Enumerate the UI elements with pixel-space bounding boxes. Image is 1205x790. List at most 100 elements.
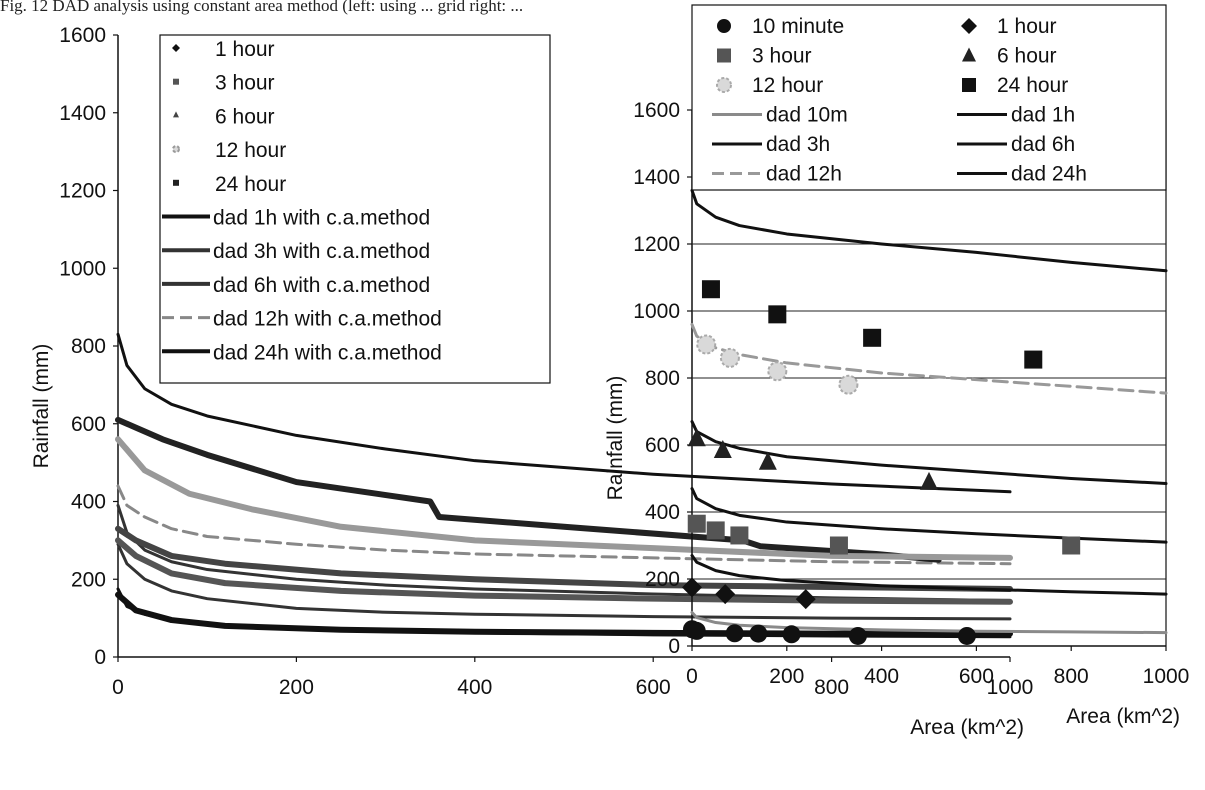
legend-left-label: 3 hour [215,72,275,95]
y-tick-label: 1400 [59,102,106,125]
point-10-minute [782,625,801,644]
legend-left-label: 1 hour [215,38,275,61]
y-tick-label: 0 [94,646,106,669]
x-tick-label: 0 [112,676,124,699]
point-12-hour [767,361,788,382]
legend-right-marker [961,18,977,34]
y-axis-label: Rainfall (mm) [30,344,53,469]
point-6-hour [920,471,938,490]
legend-right-label: 3 hour [752,45,812,68]
series-line-dad-12h-with-c-a-method [116,484,1012,566]
x-tick-label: 200 [769,665,804,688]
series-line-24-hour [115,416,942,563]
point-6-hour [713,440,732,459]
legend-right-label: dad 6h [1011,133,1075,156]
series-line-3-hour [115,537,1013,605]
x-tick-label: 600 [636,676,671,699]
y-tick-label: 400 [645,501,680,524]
legend-right-marker [962,78,976,92]
point-24-hour [1024,350,1043,369]
legend-left-marker [173,179,179,186]
series-line-12-hour [115,436,1013,561]
legend-left-marker [173,78,179,85]
series-line-dad-3h [690,487,1168,544]
series-line-1-hour [115,591,1013,637]
series-line-dad-3h-with-c-a-method [116,542,1012,621]
series-line-dad-6h [690,420,1168,486]
legend-right-label: dad 10m [766,104,848,127]
point-12-hour [696,334,717,355]
y-tick-label: 600 [645,434,680,457]
x-axis-label: Area (km^2) [910,716,1024,739]
legend-right-marker [717,19,731,33]
point-6-hour [758,451,777,470]
x-tick-label: 400 [457,676,492,699]
point-10-minute [749,624,768,643]
legend-left-label: 6 hour [215,105,275,128]
y-tick-label: 200 [645,568,680,591]
series-line-dad-24h-with-c-a-method [116,332,1012,494]
point-12-hour [838,374,859,395]
legend-left-box [159,34,551,384]
point-1-hour [682,577,702,598]
chart-1-axes: 0 200 400 600 800 1000 1200 1400 1600 0 200 400 600 8… [604,99,1189,728]
point-10-minute [848,626,867,645]
legend-right-label: 1 hour [997,15,1057,38]
x-tick-label: 200 [279,676,314,699]
x-tick-label: 400 [864,665,899,688]
legend-right-label: 10 minute [752,15,844,38]
legend-left-label: 24 hour [215,173,286,196]
series-line-dad-1h [690,554,1168,596]
legend-right-label: dad 1h [1011,104,1075,127]
legend-right-label: 6 hour [997,45,1057,68]
legend-left-label: dad 6h with c.a.method [213,274,430,297]
point-3-hour [706,521,725,540]
figure-caption: Fig. 12 DAD analysis using constant area… [0,0,524,15]
x-tick-label: 0 [686,665,698,688]
series-line-dad-12h [690,322,1168,395]
y-tick-label: 1600 [633,99,680,122]
legend-left-marker [173,111,179,118]
y-tick-label: 1000 [59,257,106,280]
legend-right-box [691,4,1167,191]
x-tick-label: 1000 [987,676,1034,699]
point-1-hour [715,584,736,605]
y-tick-label: 400 [71,491,106,514]
legend-left-label: dad 1h with c.a.method [213,207,430,230]
y-tick-label: 600 [71,413,106,436]
legend-right-label: dad 3h [766,133,830,156]
x-tick-label: 800 [814,676,849,699]
point-3-hour [1062,536,1081,555]
legend-left-label: dad 3h with c.a.method [213,240,430,263]
point-3-hour [829,536,848,555]
y-tick-label: 1400 [633,166,680,189]
legend-right-marker [716,77,732,93]
y-tick-label: 0 [668,635,680,658]
point-3-hour [730,526,749,545]
x-tick-label: 800 [1054,665,1089,688]
legend-right-label: dad 24h [1011,163,1087,186]
point-10-minute [725,624,744,643]
x-axis-label: Area (km^2) [1066,705,1180,728]
y-tick-label: 200 [71,568,106,591]
legend-left: 1 hour 3 hour 6 hour 12 hour 24 hour dad 1h w… [159,34,551,384]
legend-left-label: 12 hour [215,139,286,162]
point-12-hour [719,347,740,368]
chart-0-axes: 0 200 400 600 800 1000 1200 1400 1600 0 200 400 600 8… [30,24,1033,739]
legend-right-label: 12 hour [752,74,823,97]
point-24-hour [701,280,720,299]
point-10-minute [687,621,706,640]
y-axis-label: Rainfall (mm) [604,376,627,501]
legend-right-marker [717,48,731,63]
legend-right-label: 24 hour [997,74,1068,97]
y-tick-label: 1200 [633,233,680,256]
y-tick-label: 1000 [633,300,680,323]
series-line-dad-24h [690,188,1168,273]
legend-left-label: dad 12h with c.a.method [213,308,442,331]
y-tick-label: 800 [645,367,680,390]
point-6-hour [687,428,706,447]
y-tick-label: 1600 [59,24,106,47]
legend-left-marker [172,44,180,52]
legend-right: 10 minute 1 hour 3 hour 6 hour 12 hour 24 hou… [691,4,1167,191]
